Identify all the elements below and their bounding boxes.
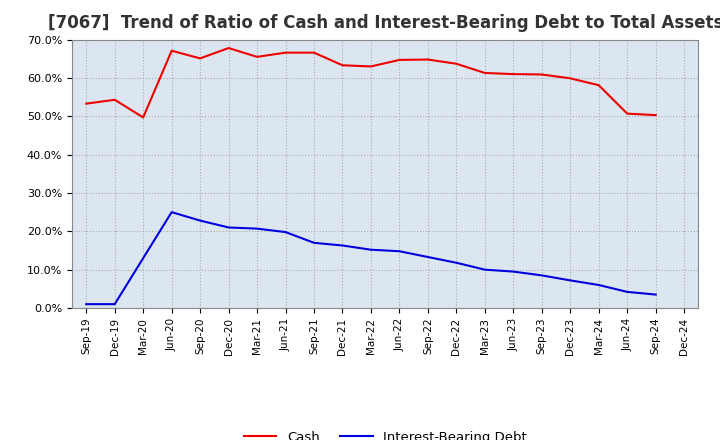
Interest-Bearing Debt (338, 243, 347, 248)
Interest-Bearing Debt (196, 218, 204, 223)
Cash (537, 72, 546, 77)
Interest-Bearing Debt (82, 301, 91, 307)
Interest-Bearing Debt (395, 249, 404, 254)
Line: Interest-Bearing Debt: Interest-Bearing Debt (86, 212, 656, 304)
Cash (480, 70, 489, 76)
Interest-Bearing Debt (509, 269, 518, 274)
Interest-Bearing Debt (423, 254, 432, 260)
Interest-Bearing Debt (595, 282, 603, 288)
Cash (366, 64, 375, 69)
Cash (623, 111, 631, 116)
Interest-Bearing Debt (566, 278, 575, 283)
Interest-Bearing Debt (480, 267, 489, 272)
Cash (452, 61, 461, 66)
Interest-Bearing Debt (225, 225, 233, 230)
Cash (566, 76, 575, 81)
Cash (338, 62, 347, 68)
Cash (595, 83, 603, 88)
Interest-Bearing Debt (452, 260, 461, 265)
Cash (310, 50, 318, 55)
Cash (110, 97, 119, 103)
Cash (196, 56, 204, 61)
Cash (395, 57, 404, 62)
Interest-Bearing Debt (366, 247, 375, 253)
Cash (509, 71, 518, 77)
Cash (225, 45, 233, 51)
Cash (282, 50, 290, 55)
Cash (82, 101, 91, 106)
Interest-Bearing Debt (652, 292, 660, 297)
Interest-Bearing Debt (537, 273, 546, 278)
Interest-Bearing Debt (167, 209, 176, 215)
Interest-Bearing Debt (623, 289, 631, 294)
Cash (652, 113, 660, 118)
Cash (423, 57, 432, 62)
Interest-Bearing Debt (110, 301, 119, 307)
Interest-Bearing Debt (310, 240, 318, 246)
Interest-Bearing Debt (253, 226, 261, 231)
Cash (253, 54, 261, 59)
Cash (139, 115, 148, 120)
Title: [7067]  Trend of Ratio of Cash and Interest-Bearing Debt to Total Assets: [7067] Trend of Ratio of Cash and Intere… (48, 15, 720, 33)
Line: Cash: Cash (86, 48, 656, 117)
Legend: Cash, Interest-Bearing Debt: Cash, Interest-Bearing Debt (238, 425, 532, 440)
Interest-Bearing Debt (282, 229, 290, 235)
Cash (167, 48, 176, 53)
